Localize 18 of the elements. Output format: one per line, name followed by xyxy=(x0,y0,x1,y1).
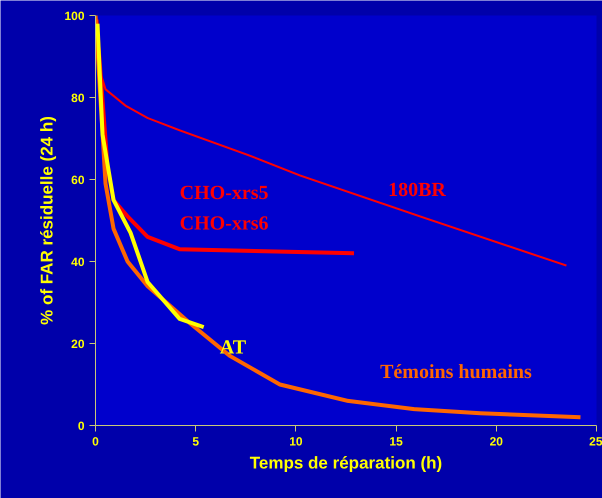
y-tick-label: 20 xyxy=(71,337,85,351)
series-label: Témoins humains xyxy=(380,361,532,384)
x-tick-label: 0 xyxy=(92,434,100,448)
y-axis-title: % of FAR résiduelle (24 h) xyxy=(37,116,56,325)
series-label: CHO-xrs5 CHO-xrs6 xyxy=(180,182,269,235)
y-tick-label: 40 xyxy=(71,255,85,269)
y-tick-label: 60 xyxy=(71,173,85,187)
y-tick-label: 80 xyxy=(71,91,85,105)
y-tick-label: 0 xyxy=(78,419,85,433)
x-tick-label: 10 xyxy=(289,434,303,448)
series-label: AT xyxy=(220,336,247,359)
y-tick-label: 100 xyxy=(64,9,85,23)
x-axis-title: Temps de réparation (h) xyxy=(250,454,442,472)
series-label: 180BR xyxy=(388,178,446,201)
x-tick-label: 25 xyxy=(589,434,602,448)
x-tick-label: 5 xyxy=(192,434,200,448)
x-tick-label: 20 xyxy=(490,434,504,448)
x-tick-label: 15 xyxy=(389,434,404,448)
